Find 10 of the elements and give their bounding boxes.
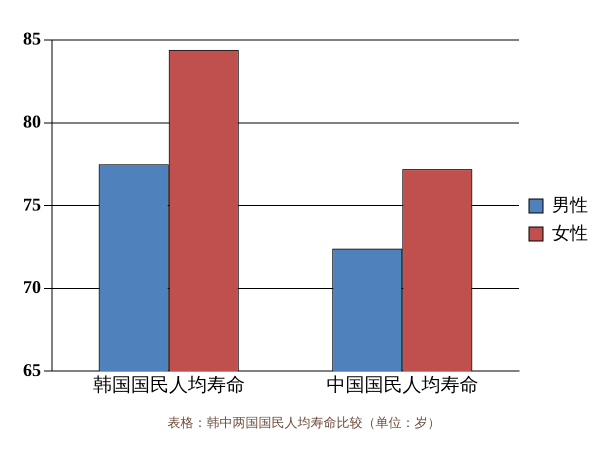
text: 表格：韩中两国国民人均寿命比较（单位：岁） bbox=[166, 415, 442, 432]
legend-label: 女性 bbox=[552, 222, 588, 243]
y-tick-label: 85 bbox=[23, 28, 41, 49]
x-tick-label: 韩国国民人均寿命 bbox=[92, 374, 245, 396]
y-tick-label: 65 bbox=[23, 360, 41, 380]
y-tick-label: 80 bbox=[23, 111, 41, 132]
x-tick-label: 中国国民人均寿命 bbox=[326, 374, 478, 396]
legend-label: 男性 bbox=[552, 194, 588, 215]
y-tick-label: 75 bbox=[23, 194, 41, 214]
y-tick-label: 70 bbox=[23, 277, 41, 298]
